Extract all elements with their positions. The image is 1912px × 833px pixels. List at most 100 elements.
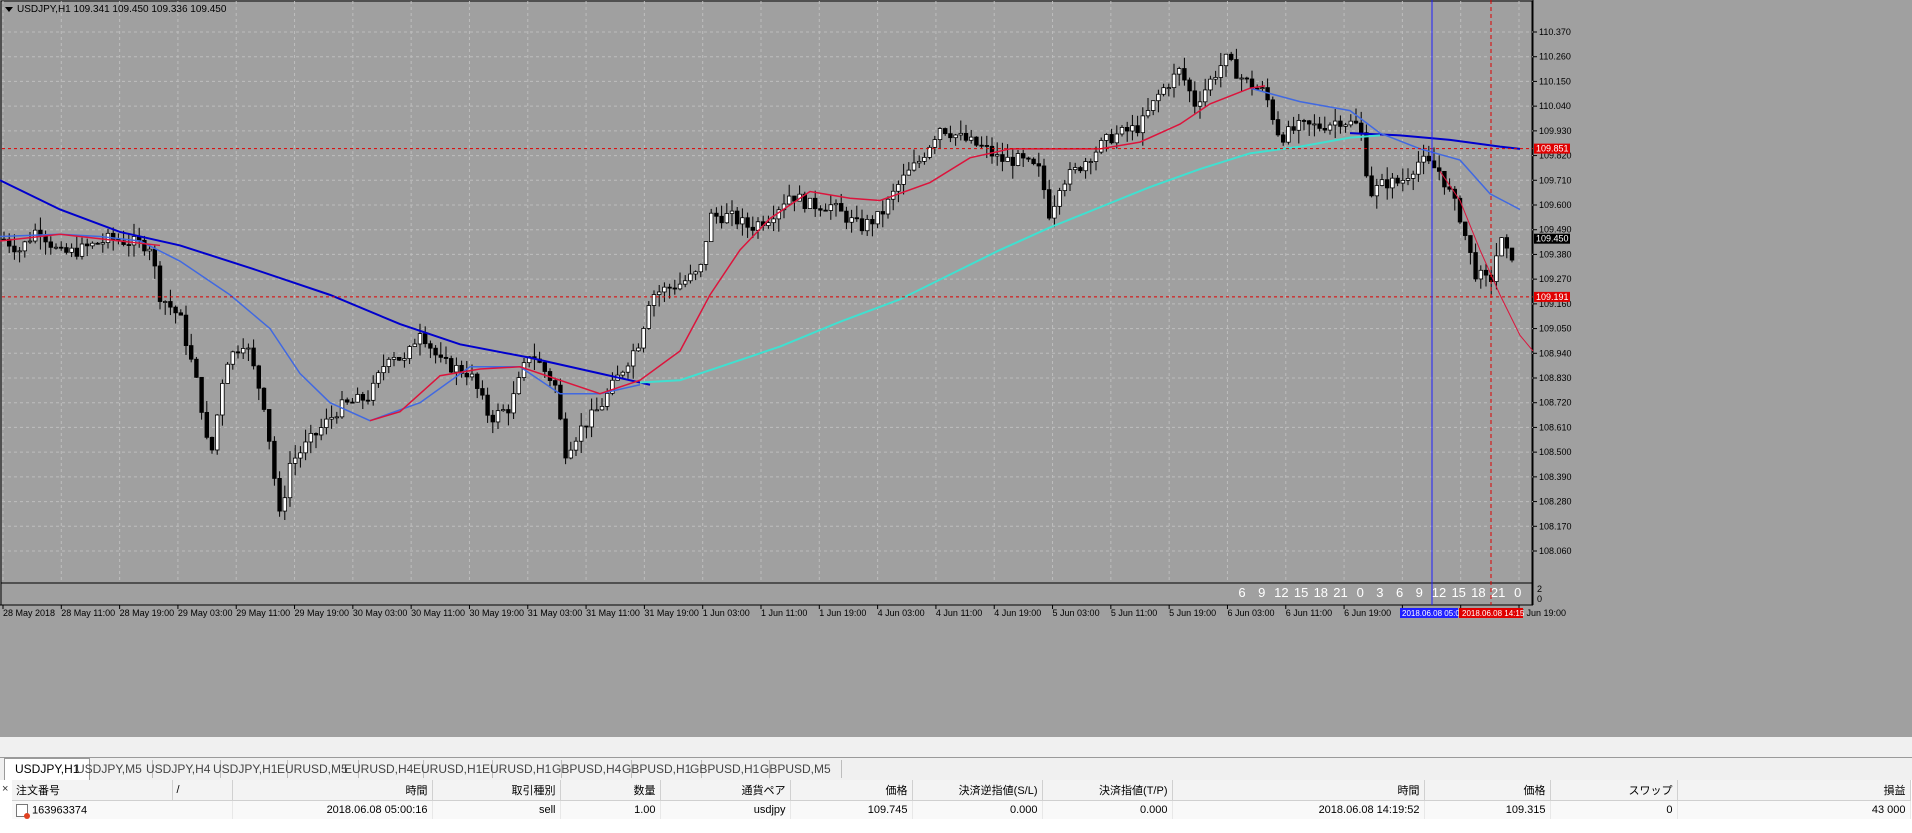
chart-tab[interactable]: GBPUSD,H1 [680,760,771,778]
candle [875,211,880,225]
chart-tab[interactable]: EURUSD,M5 [267,760,359,778]
candle [230,351,235,365]
candle [1151,100,1156,111]
col-price[interactable]: 価格 [1424,780,1551,801]
candle [396,356,402,361]
order-profit: 43 000 [1677,800,1911,819]
hour-label: 12 [1274,585,1288,600]
candle [1494,255,1499,282]
candle [1000,154,1005,162]
candle [438,354,443,358]
chart-tab[interactable]: GBPUSD,M5 [750,760,842,778]
price-chart[interactable]: 110.370 110.260 110.150 110.040 109.930 109.8… [0,0,1912,737]
price-tick-label: 108.170 [1539,521,1572,531]
chart-tab[interactable]: GBPUSD,H1 [612,760,703,778]
candle [178,312,183,316]
chart-tab[interactable]: USDJPY,H1 [203,760,289,778]
col-open-price[interactable]: 価格 [790,780,913,801]
candle [1270,99,1275,121]
hour-label: 15 [1451,585,1465,600]
candle [1348,120,1353,126]
order-open-price: 109.745 [790,800,913,819]
col-symbol[interactable]: 通貨ペア [660,780,791,801]
candle [1478,269,1483,280]
candle [500,409,506,412]
chart-tab[interactable]: EURUSD,H1 [403,760,494,778]
chart-tab[interactable]: USDJPY,H1 [4,758,91,780]
candle [381,366,386,374]
candle [880,211,885,215]
candle [1192,90,1197,107]
candle [1343,124,1348,127]
time-tick-label: 31 May 03:00 [528,608,583,618]
col-lots[interactable]: 数量 [560,780,661,801]
price-tick-label: 109.270 [1539,274,1572,284]
col-sort-indicator[interactable]: / [172,780,233,801]
candle [844,210,849,223]
price-tick-label: 108.390 [1539,472,1572,482]
candle [220,383,225,416]
chart-tab[interactable]: USDJPY,H4 [136,760,222,778]
chart-tab[interactable]: GBPUSD,H4 [542,760,633,778]
candle [1203,89,1208,103]
candle [1031,158,1036,165]
candle [896,184,901,192]
col-type[interactable]: 取引種別 [432,780,561,801]
candle [1109,134,1114,144]
candle [740,217,745,225]
col-stop-loss[interactable]: 決済逆指値(S/L) [912,780,1043,801]
candle [1078,167,1083,172]
candle [917,160,922,164]
order-symbol: usdjpy [660,800,791,819]
time-tick-label: 28 May 2018 [3,608,55,618]
candle [17,250,22,253]
col-profit[interactable]: 損益 [1677,780,1911,801]
candle [1411,173,1416,179]
candle [1307,120,1312,125]
candle [542,362,547,372]
col-open-time[interactable]: 時間 [232,780,433,801]
time-tick-label: 1 Jun 11:00 [761,608,807,618]
candle [1322,127,1327,131]
col-take-profit[interactable]: 決済指値(T/P) [1042,780,1173,801]
candle [111,232,116,240]
candle [64,247,69,253]
candle [771,218,776,224]
ma-red-line [369,85,1266,422]
candle [1171,73,1177,89]
chart-tab[interactable]: EURUSD,H4 [334,760,425,778]
candle [428,343,433,349]
terminal-close-icon[interactable]: × [2,783,9,795]
price-tick-label: 108.500 [1539,447,1572,457]
time-tick-label: 6 Jun 11:00 [1286,608,1332,618]
col-swap[interactable]: スワップ [1550,780,1678,801]
chart-window[interactable]: 110.370 110.260 110.150 110.040 109.930 109.8… [0,0,1912,737]
candle [495,410,501,423]
candle [412,343,417,347]
chart-menu-arrow-icon[interactable] [5,6,13,12]
price-tick-label: 108.830 [1539,373,1572,383]
ma-fast-line [0,233,641,422]
candle [204,411,209,438]
candle [1395,177,1400,184]
ma-slow-line [0,179,651,386]
candle [506,409,511,414]
candle [443,356,449,359]
chart-tab[interactable]: USDJPY,M5 [66,760,153,778]
price-tick-label: 109.600 [1539,200,1572,210]
chart-tab[interactable]: EURUSD,H1 [472,760,563,778]
col-order-number[interactable]: 注文番号 [12,780,173,801]
candle [984,145,989,147]
candle [1047,189,1052,219]
candle [625,365,631,373]
candle [287,462,293,499]
candle [308,433,313,443]
col-close-time[interactable]: 時間 [1172,780,1425,801]
time-tick-label: 5 Jun 11:00 [1111,608,1157,618]
candle [313,433,319,436]
order-row[interactable]: 163963374 2018.06.08 05:00:16 sell 1.00 … [12,800,1911,819]
time-tick-label: 29 May 03:00 [178,608,233,618]
candle [27,240,33,243]
candle [1291,126,1296,131]
candle [1041,165,1047,191]
